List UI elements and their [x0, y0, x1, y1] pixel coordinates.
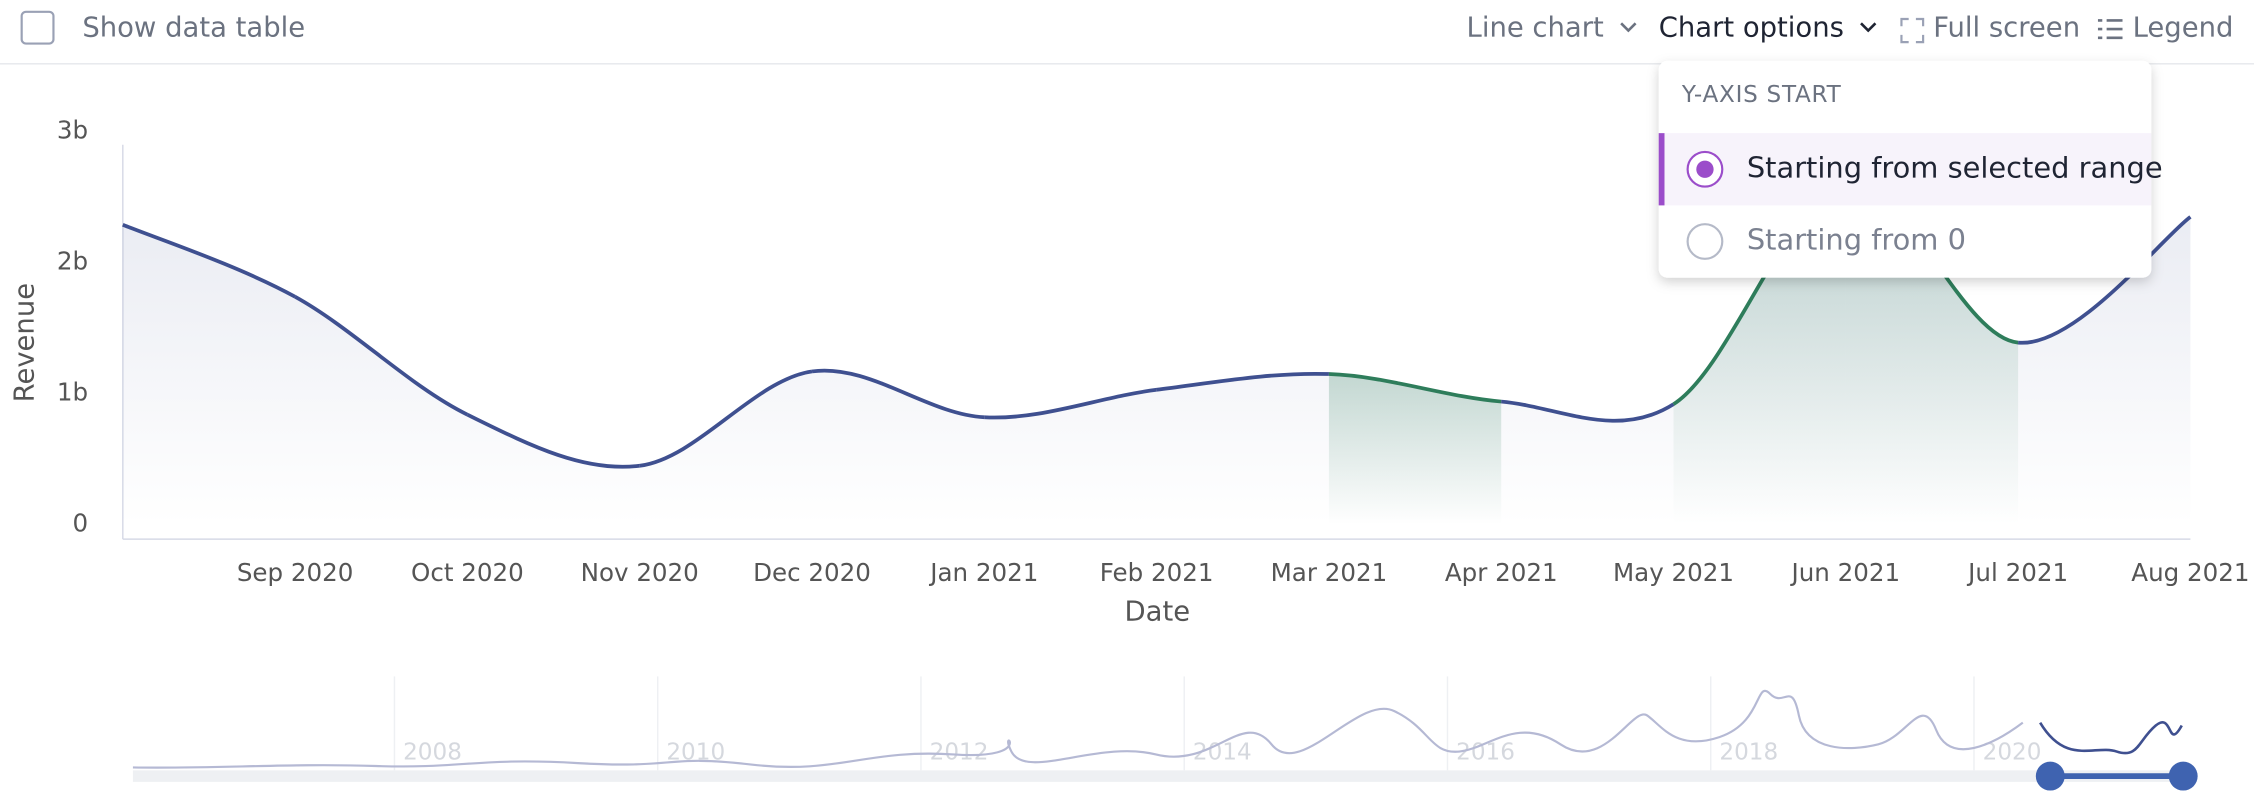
navigator-label: 2020 [1983, 739, 2042, 765]
legend[interactable]: Legend [2133, 13, 2234, 44]
legend-icon [2097, 19, 2123, 40]
y-tick-label: 1b [57, 378, 88, 407]
y-tick-label: 3b [57, 116, 88, 145]
navigator-label: 2014 [1193, 739, 1252, 765]
full-screen[interactable]: Full screen [1933, 13, 2080, 44]
x-tick-label: Jul 2021 [1966, 558, 2068, 587]
line-segment [294, 295, 469, 417]
line-segment [639, 369, 813, 468]
menu-option[interactable]: Starting from selected range [1747, 150, 2163, 184]
radio-dot [1696, 160, 1714, 178]
area [122, 183, 2191, 525]
x-tick-label: Apr 2021 [1445, 558, 1558, 587]
navigator-label: 2012 [930, 739, 989, 765]
line-segment [811, 368, 985, 420]
line-segment [122, 222, 297, 299]
menu-heading: Y-AXIS START [1681, 82, 1842, 108]
menu-option-selected[interactable] [1658, 133, 2152, 206]
x-tick-label: Jun 2021 [1790, 558, 1901, 587]
x-tick-label: Dec 2020 [753, 558, 871, 587]
x-tick-label: Mar 2021 [1271, 558, 1388, 587]
x-tick-label: Aug 2021 [2131, 558, 2249, 587]
x-tick-label: Oct 2020 [411, 558, 524, 587]
x-tick-label: Feb 2021 [1100, 558, 1214, 587]
navigator-handle[interactable] [2168, 761, 2198, 791]
line-segment [1501, 399, 1675, 423]
navigator-label: 2008 [403, 739, 462, 765]
x-tick-label: May 2021 [1613, 558, 1734, 587]
line-segment [984, 387, 1157, 420]
line-segment [1328, 372, 1502, 404]
navigator: 2008 2010 2012 2014 2016 2018 2020 [132, 676, 2198, 791]
navigator-track [132, 770, 2197, 782]
chart-options[interactable]: Chart options [1659, 13, 1844, 44]
y-tick-label: 2b [57, 247, 88, 276]
selection-bar [1658, 133, 1665, 206]
line-segment [1156, 371, 1329, 392]
radio[interactable] [1686, 223, 1724, 260]
y-axis-title: Revenue [10, 283, 41, 403]
y-tick-label: 0 [73, 509, 89, 538]
navigator-selected [2039, 721, 2183, 755]
chevron [1620, 22, 1637, 33]
x-axis-title: Date [1125, 596, 1191, 627]
highlight-area [1328, 374, 1502, 525]
navigator-series [132, 689, 2024, 769]
checkbox[interactable] [20, 10, 55, 45]
fullscreen-icon [1900, 17, 1925, 44]
x-tick-label: Nov 2020 [581, 558, 699, 587]
line-segment [2017, 215, 2192, 345]
line-segment [466, 412, 640, 469]
navigator-handle[interactable] [2035, 761, 2065, 791]
x-tick-label: Jan 2021 [928, 558, 1038, 587]
chevron [1860, 22, 1877, 33]
show-data-table[interactable]: Show data table [82, 13, 305, 44]
navigator-label: 2018 [1719, 739, 1778, 765]
x-tick-label: Sep 2020 [237, 558, 354, 587]
chart-type[interactable]: Line chart [1467, 13, 1604, 44]
menu-option[interactable]: Starting from 0 [1747, 223, 1966, 257]
